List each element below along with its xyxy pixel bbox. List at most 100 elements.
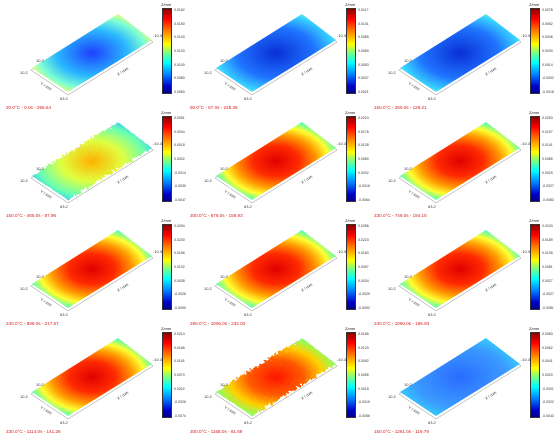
colorbar-tick-label: 0.0092 <box>358 359 369 364</box>
panel-caption: 150.0°C - 1261.0s - 119.79 <box>374 429 429 434</box>
colorbar-title: Z/mm <box>345 326 356 331</box>
corner-label: 10.2 <box>220 274 229 279</box>
x-axis-label: X / mm <box>300 174 314 185</box>
deformation-surface <box>400 338 520 416</box>
colorbar-tick-label: 0.0018 <box>358 386 369 391</box>
surface-plot: 10.2 63.2 -10.3 10.2 X / mm Y / mm <box>20 14 163 101</box>
corner-label: 63.2 <box>428 312 437 317</box>
colorbar-tick-label: -0.0083 <box>542 198 554 202</box>
colorbar-tick-label: -0.0001 <box>542 386 554 391</box>
surface-plot: 10.2 63.2 -10.3 10.2 X / mm Y / mm <box>388 122 531 209</box>
x-axis-label: X / mm <box>484 174 498 185</box>
corner-label: 10.2 <box>388 286 397 291</box>
corner-label: 63.2 <box>244 420 253 425</box>
colorbar-tick-label: 0.0100 <box>174 62 185 67</box>
corner-label: 10.2 <box>220 58 229 63</box>
deformation-surface <box>400 122 520 200</box>
colorbar-ticks: 0.0078 0.0062 0.0046 0.0030 0.0014 -0.0002 -0.… <box>542 8 554 94</box>
y-axis-label: Y / mm <box>39 189 53 200</box>
corner-label: -10.3 <box>521 249 531 254</box>
colorbar-tick-label: 0.0083 <box>542 332 553 336</box>
colorbar-title: Z/mm <box>529 2 540 7</box>
panel-caption: 200.0°C - 1168.0s - 81.69 <box>190 429 243 434</box>
y-axis-label: Y / mm <box>223 189 237 200</box>
colorbar-tick-label: 0.0223 <box>358 237 369 242</box>
corner-label: -10.3 <box>337 141 347 146</box>
colorbar-tick-label: 0.0080 <box>174 76 185 81</box>
surface-plot: 10.2 63.2 -10.3 10.2 X / mm Y / mm <box>388 338 531 425</box>
colorbar-tick-label: -0.0092 <box>358 306 370 310</box>
colorbar-tick-label: -0.0019 <box>358 400 370 405</box>
deformation-surface <box>216 122 336 200</box>
corner-label: 10.2 <box>388 70 397 75</box>
colorbar-tick-label: -0.0026 <box>174 292 186 297</box>
colorbar-ticks: 0.0166 0.0129 0.0092 0.0055 0.0018 -0.0019 -0.… <box>358 332 378 418</box>
colorbar-tick-label: 0.0120 <box>174 49 185 53</box>
surface-plot: 10.2 63.2 -10.3 10.2 X / mm Y / mm <box>388 230 531 317</box>
corner-label: 63.2 <box>428 420 437 425</box>
y-axis-label: Y / mm <box>407 405 421 416</box>
corner-label: 10.2 <box>36 166 45 171</box>
colorbar-tick-label: 0.0030 <box>542 49 553 53</box>
surface-panel: 10.2 63.2 -10.3 10.2 X / mm Y / mm Z/mm 0.0243 0… <box>372 218 554 326</box>
colorbar-title: Z/mm <box>161 110 172 115</box>
colorbar-ticks: 0.0294 0.0230 0.0166 0.0102 0.0038 -0.0026 -0.… <box>174 224 194 310</box>
corner-label: 63.2 <box>60 204 69 209</box>
colorbar-tick-label: 0.0055 <box>358 373 369 377</box>
corner-label: 10.2 <box>404 274 413 279</box>
colorbar-ticks: 0.0051 0.0034 0.0018 0.0002 -0.0014 -0.0030 -0… <box>174 116 194 202</box>
panel-caption: 20.0°C - 0.0s - 255.64 <box>6 105 51 110</box>
colorbar-tick-label: -0.0014 <box>174 170 186 175</box>
surface-plot: 10.2 63.2 -10.3 10.2 X / mm Y / mm <box>388 14 531 101</box>
corner-label: 10.2 <box>404 166 413 171</box>
colorbar-title: Z/mm <box>529 110 540 115</box>
y-axis-label: Y / mm <box>39 405 53 416</box>
panel-caption: 150.0°C - 260.0s - 129.21 <box>374 105 427 110</box>
panel-caption: 230.0°C - 1114.0s - 141.28 <box>6 429 61 434</box>
colorbar-tick-label: 0.0253 <box>542 116 553 120</box>
colorbar-title: Z/mm <box>161 326 172 331</box>
surface-plot: 10.2 63.2 -10.3 10.2 X / mm Y / mm <box>204 230 347 317</box>
colorbar-tick-label: 0.0014 <box>542 62 553 67</box>
colorbar-tick-label: -0.0029 <box>358 292 370 297</box>
colorbar-title: Z/mm <box>529 326 540 331</box>
x-axis-label: X / mm <box>484 282 498 293</box>
corner-label: 63.2 <box>244 96 253 101</box>
colorbar-tick-label: 0.0021 <box>358 90 369 94</box>
colorbar-tick-label: 0.0097 <box>358 265 369 269</box>
colorbar-tick-label: 0.0018 <box>174 143 185 148</box>
colorbar-tick-label: 0.0085 <box>542 157 553 161</box>
colorbar-ticks: 0.0117 0.0101 0.0085 0.0069 0.0053 0.0037 0.00… <box>358 8 378 94</box>
deformation-surface <box>32 338 152 416</box>
colorbar-tick-label: -0.0090 <box>174 306 186 310</box>
colorbar-ticks: 0.0162 0.0150 0.0140 0.0120 0.0100 0.0080 0.00… <box>174 8 194 94</box>
colorbar-tick-label: 0.0129 <box>358 345 369 350</box>
colorbar-tick-label: -0.0064 <box>358 198 370 202</box>
deformation-surface <box>32 230 152 308</box>
colorbar-tick-label: -0.0027 <box>542 292 554 297</box>
x-axis-label: X / mm <box>300 66 314 77</box>
colorbar-tick-label: 0.0029 <box>542 170 553 175</box>
deformation-surface <box>32 14 152 92</box>
deformation-surface <box>32 122 152 200</box>
corner-label: 63.2 <box>428 204 437 209</box>
corner-label: -10.3 <box>153 33 163 38</box>
colorbar-tick-label: -0.0056 <box>358 414 370 418</box>
surface-panel: 10.2 63.2 -10.3 10.2 X / mm Y / mm Z/mm 0.0214 0… <box>4 326 188 434</box>
colorbar-ticks: 0.0243 0.0189 0.0135 0.0081 0.0027 -0.0027 -0.… <box>542 224 554 310</box>
x-axis-label: X / mm <box>116 390 130 401</box>
corner-label: 10.2 <box>36 382 45 387</box>
colorbar-tick-label: 0.0027 <box>542 278 553 283</box>
x-axis-label: X / mm <box>300 390 314 401</box>
panel-caption: 230.0°C - 1060.0s - 186.93 <box>374 321 430 326</box>
colorbar-tick-label: 0.0102 <box>174 265 185 269</box>
colorbar-tick-label: 0.0197 <box>542 129 553 134</box>
corner-label: -10.3 <box>521 33 531 38</box>
colorbar-title: Z/mm <box>345 218 356 223</box>
x-axis-label: X / mm <box>116 282 130 293</box>
corner-label: -10.3 <box>153 357 163 362</box>
colorbar-tick-label: 0.0034 <box>358 278 369 283</box>
y-axis-label: Y / mm <box>407 189 421 200</box>
panel-caption: 290.0°C - 1006.0s - 232.03 <box>190 321 246 326</box>
